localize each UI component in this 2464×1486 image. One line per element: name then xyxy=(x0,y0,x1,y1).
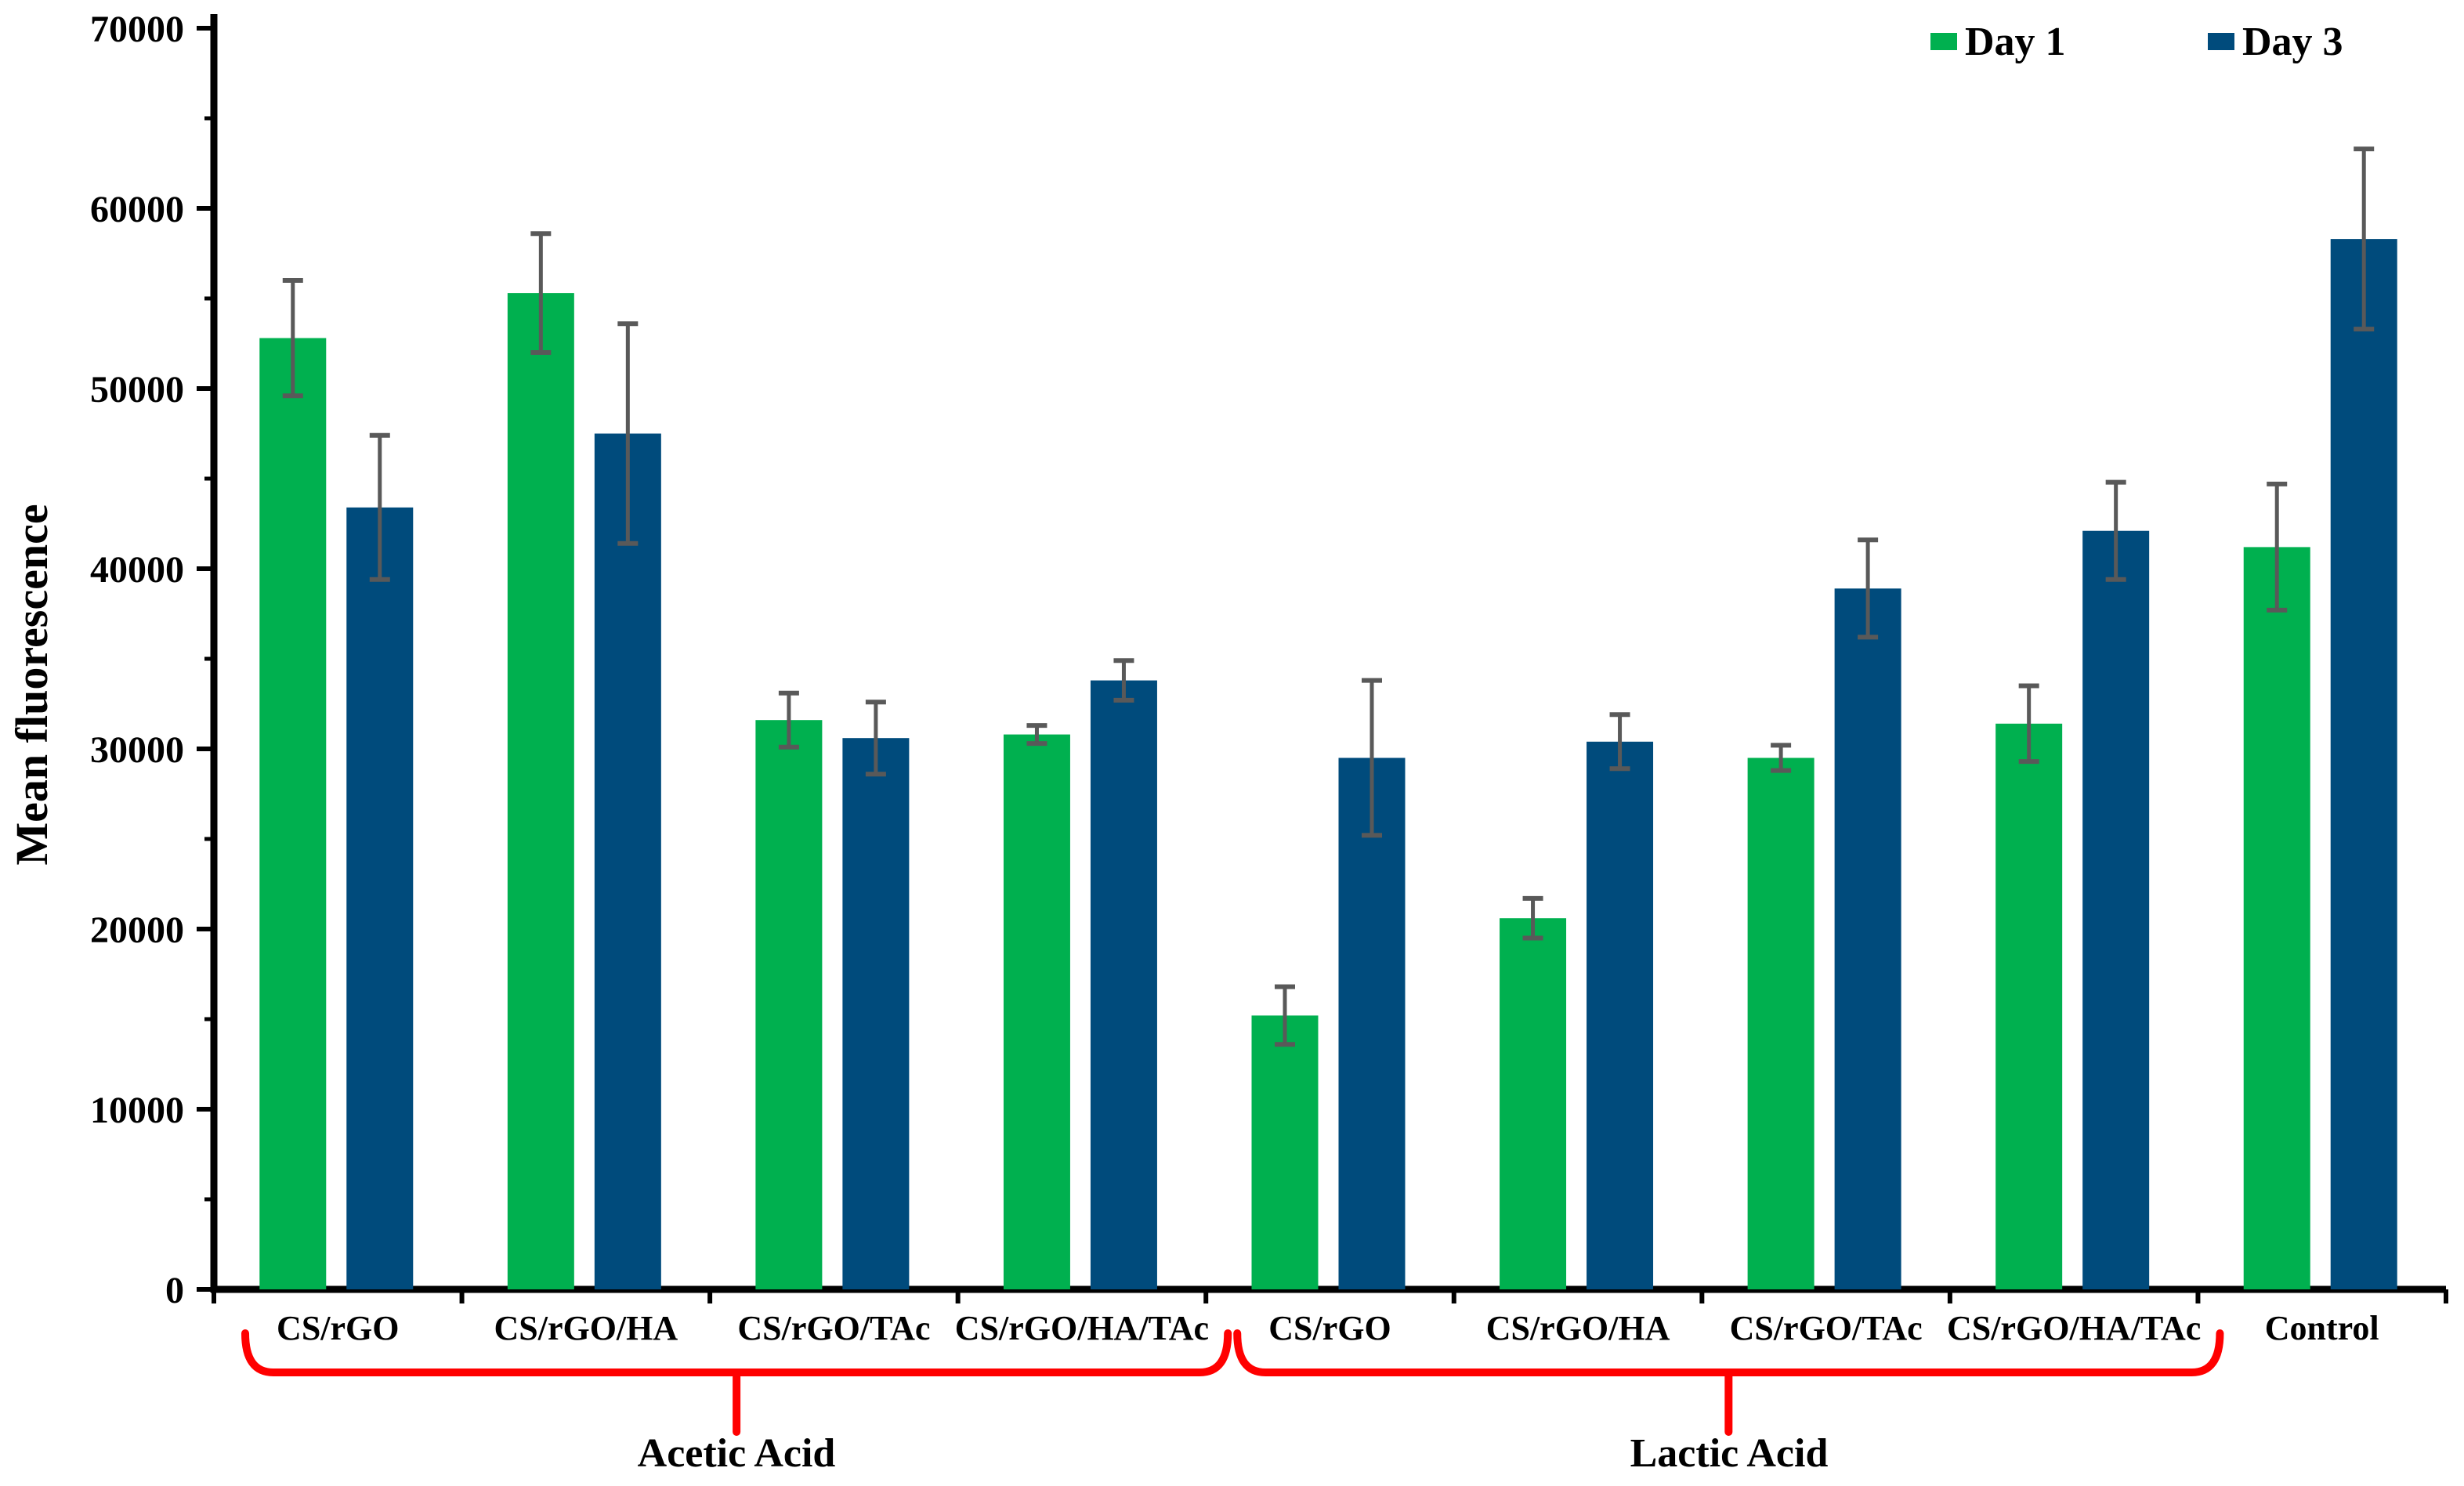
x-category-label: Control xyxy=(2265,1309,2379,1347)
bar-day-1-6-cs-rgo-tac xyxy=(1747,757,1815,1289)
bar-day-3-4-cs-rgo xyxy=(1338,757,1406,1289)
error-bar xyxy=(617,321,639,546)
y-tick-label: 60000 xyxy=(90,189,184,230)
error-bar xyxy=(1609,712,1630,772)
axes: 0 10000 20000 30000 40000 50000 60000 70000 CS/r… xyxy=(90,9,2448,1347)
error-bar xyxy=(2267,481,2288,613)
y-tick-label: 10000 xyxy=(90,1090,184,1131)
x-category-label: CS/rGO/HA/TAc xyxy=(1947,1309,2201,1347)
bar-day-3-7-cs-rgo-ha-tac xyxy=(2082,530,2150,1289)
bar-day-1-2-cs-rgo-tac xyxy=(755,720,823,1289)
bar-day-1-1-cs-rgo-ha xyxy=(507,293,574,1290)
bar-day-1-0-cs-rgo xyxy=(259,338,327,1290)
legend-swatch-day1 xyxy=(1930,33,1957,50)
error-bar xyxy=(369,432,390,582)
y-tick-label: 0 xyxy=(165,1270,184,1311)
x-category-label: CS/rGO/HA/TAc xyxy=(955,1309,1209,1347)
error-bar xyxy=(1113,658,1134,703)
error-bar xyxy=(530,231,552,355)
bar-day-3-2-cs-rgo-tac xyxy=(842,738,910,1289)
error-bar xyxy=(2105,479,2126,582)
y-tick-label: 40000 xyxy=(90,549,184,591)
error-bar xyxy=(1362,678,1382,838)
bar-day-3-0-cs-rgo xyxy=(346,507,414,1289)
x-category-label: CS/rGO/HA xyxy=(494,1309,678,1347)
bar-day-1-8-control xyxy=(2243,547,2310,1289)
bar-day-1-5-cs-rgo-ha xyxy=(1500,918,1567,1289)
y-tick-label: 70000 xyxy=(90,9,184,50)
x-category-label: CS/rGO/TAc xyxy=(1730,1309,1923,1347)
error-bar xyxy=(2018,683,2039,765)
error-bar xyxy=(1858,537,1879,640)
legend: Day 1 Day 3 xyxy=(1930,20,2343,64)
bar-day-1-7-cs-rgo-ha-tac xyxy=(1995,723,2063,1289)
x-category-label: CS/rGO xyxy=(277,1309,399,1347)
y-tick-label: 20000 xyxy=(90,909,184,951)
y-axis-title: Mean fluorescence xyxy=(6,504,57,865)
y-tick-label: 50000 xyxy=(90,369,184,410)
group-brackets xyxy=(241,1329,2224,1436)
x-category-label: CS/rGO/HA xyxy=(1486,1309,1670,1347)
error-bar xyxy=(778,690,799,750)
error-bar xyxy=(1522,895,1543,941)
error-bar xyxy=(1771,743,1792,773)
error-bar xyxy=(2354,146,2375,332)
bracket-label-acetic: Acetic Acid xyxy=(638,1431,836,1476)
bar-day-3-5-cs-rgo-ha xyxy=(1587,741,1654,1289)
bracket-label-lactic: Lactic Acid xyxy=(1630,1431,1829,1476)
bar-day-3-6-cs-rgo-tac xyxy=(1834,588,1901,1289)
error-bar xyxy=(1275,984,1295,1047)
bar-day-3-1-cs-rgo-ha xyxy=(594,433,661,1289)
bar-day-1-3-cs-rgo-ha-tac xyxy=(1003,734,1070,1289)
bar-day-3-8-control xyxy=(2330,239,2397,1290)
legend-label-day3: Day 3 xyxy=(2242,20,2343,64)
error-bar xyxy=(1026,723,1047,747)
bars xyxy=(259,146,2397,1290)
y-tick-label: 30000 xyxy=(90,729,184,771)
bar-day-3-3-cs-rgo-ha-tac xyxy=(1090,680,1157,1289)
x-category-label: CS/rGO/TAc xyxy=(737,1309,930,1347)
legend-swatch-day3 xyxy=(2208,33,2234,50)
error-bar xyxy=(282,278,303,399)
bar-day-1-4-cs-rgo xyxy=(1251,1015,1319,1289)
x-category-label: CS/rGO xyxy=(1268,1309,1391,1347)
error-bar xyxy=(865,700,886,777)
legend-label-day1: Day 1 xyxy=(1965,20,2066,64)
